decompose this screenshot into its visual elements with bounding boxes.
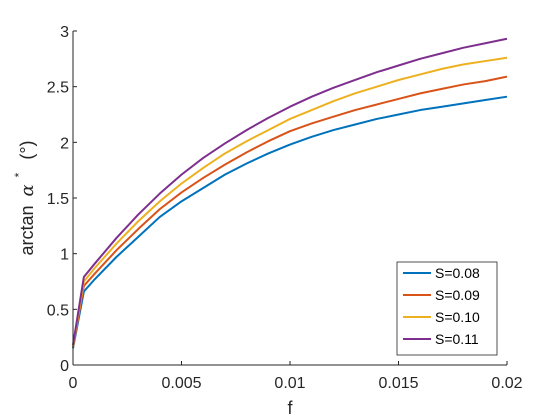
x-tick-label: 0.005 <box>161 375 201 392</box>
tick-layer: 0 0.005 0.01 0.015 0.02 0 0.5 1 1.5 2 2.5 3 <box>47 24 523 392</box>
y-tick-label: 3 <box>60 24 69 41</box>
series-layer <box>72 37 508 349</box>
x-axis-label: f <box>287 398 293 418</box>
legend: S=0.08 S=0.09 S=0.10 S=0.11 <box>396 261 498 356</box>
y-axis-label-prefix: arctan <box>17 206 37 256</box>
legend-label-1: S=0.08 <box>435 265 480 281</box>
y-axis-label: arctan α * (°) <box>7 140 38 255</box>
legend-label-2: S=0.09 <box>435 287 480 303</box>
series-line-1 <box>72 95 508 349</box>
series-line-4 <box>72 37 508 346</box>
x-tick-label: 0 <box>69 375 78 392</box>
series-line-3 <box>72 56 508 347</box>
x-tick-label: 0.02 <box>491 375 522 392</box>
y-axis-label-superscript: * <box>12 172 26 177</box>
y-tick-label: 2.5 <box>47 80 69 97</box>
legend-items: S=0.08 S=0.09 S=0.10 S=0.11 <box>403 265 480 347</box>
y-tick-label: 1.5 <box>47 191 69 208</box>
series-line-2 <box>72 75 508 348</box>
y-tick-label: 1 <box>60 247 69 264</box>
y-axis-label-unit: (°) <box>17 140 37 159</box>
legend-box <box>396 261 498 356</box>
x-tick-label: 0.015 <box>378 375 418 392</box>
legend-label-3: S=0.10 <box>435 309 480 325</box>
y-tick-label: 0.5 <box>47 302 69 319</box>
legend-label-4: S=0.11 <box>435 331 479 347</box>
svg-text:arctan α * (: arctan α * (°) <box>7 140 38 255</box>
y-axis-label-symbol: α <box>17 184 38 196</box>
y-tick-label: 0 <box>60 358 69 375</box>
x-tick-label: 0.01 <box>274 375 305 392</box>
y-tick-label: 2 <box>60 135 69 152</box>
